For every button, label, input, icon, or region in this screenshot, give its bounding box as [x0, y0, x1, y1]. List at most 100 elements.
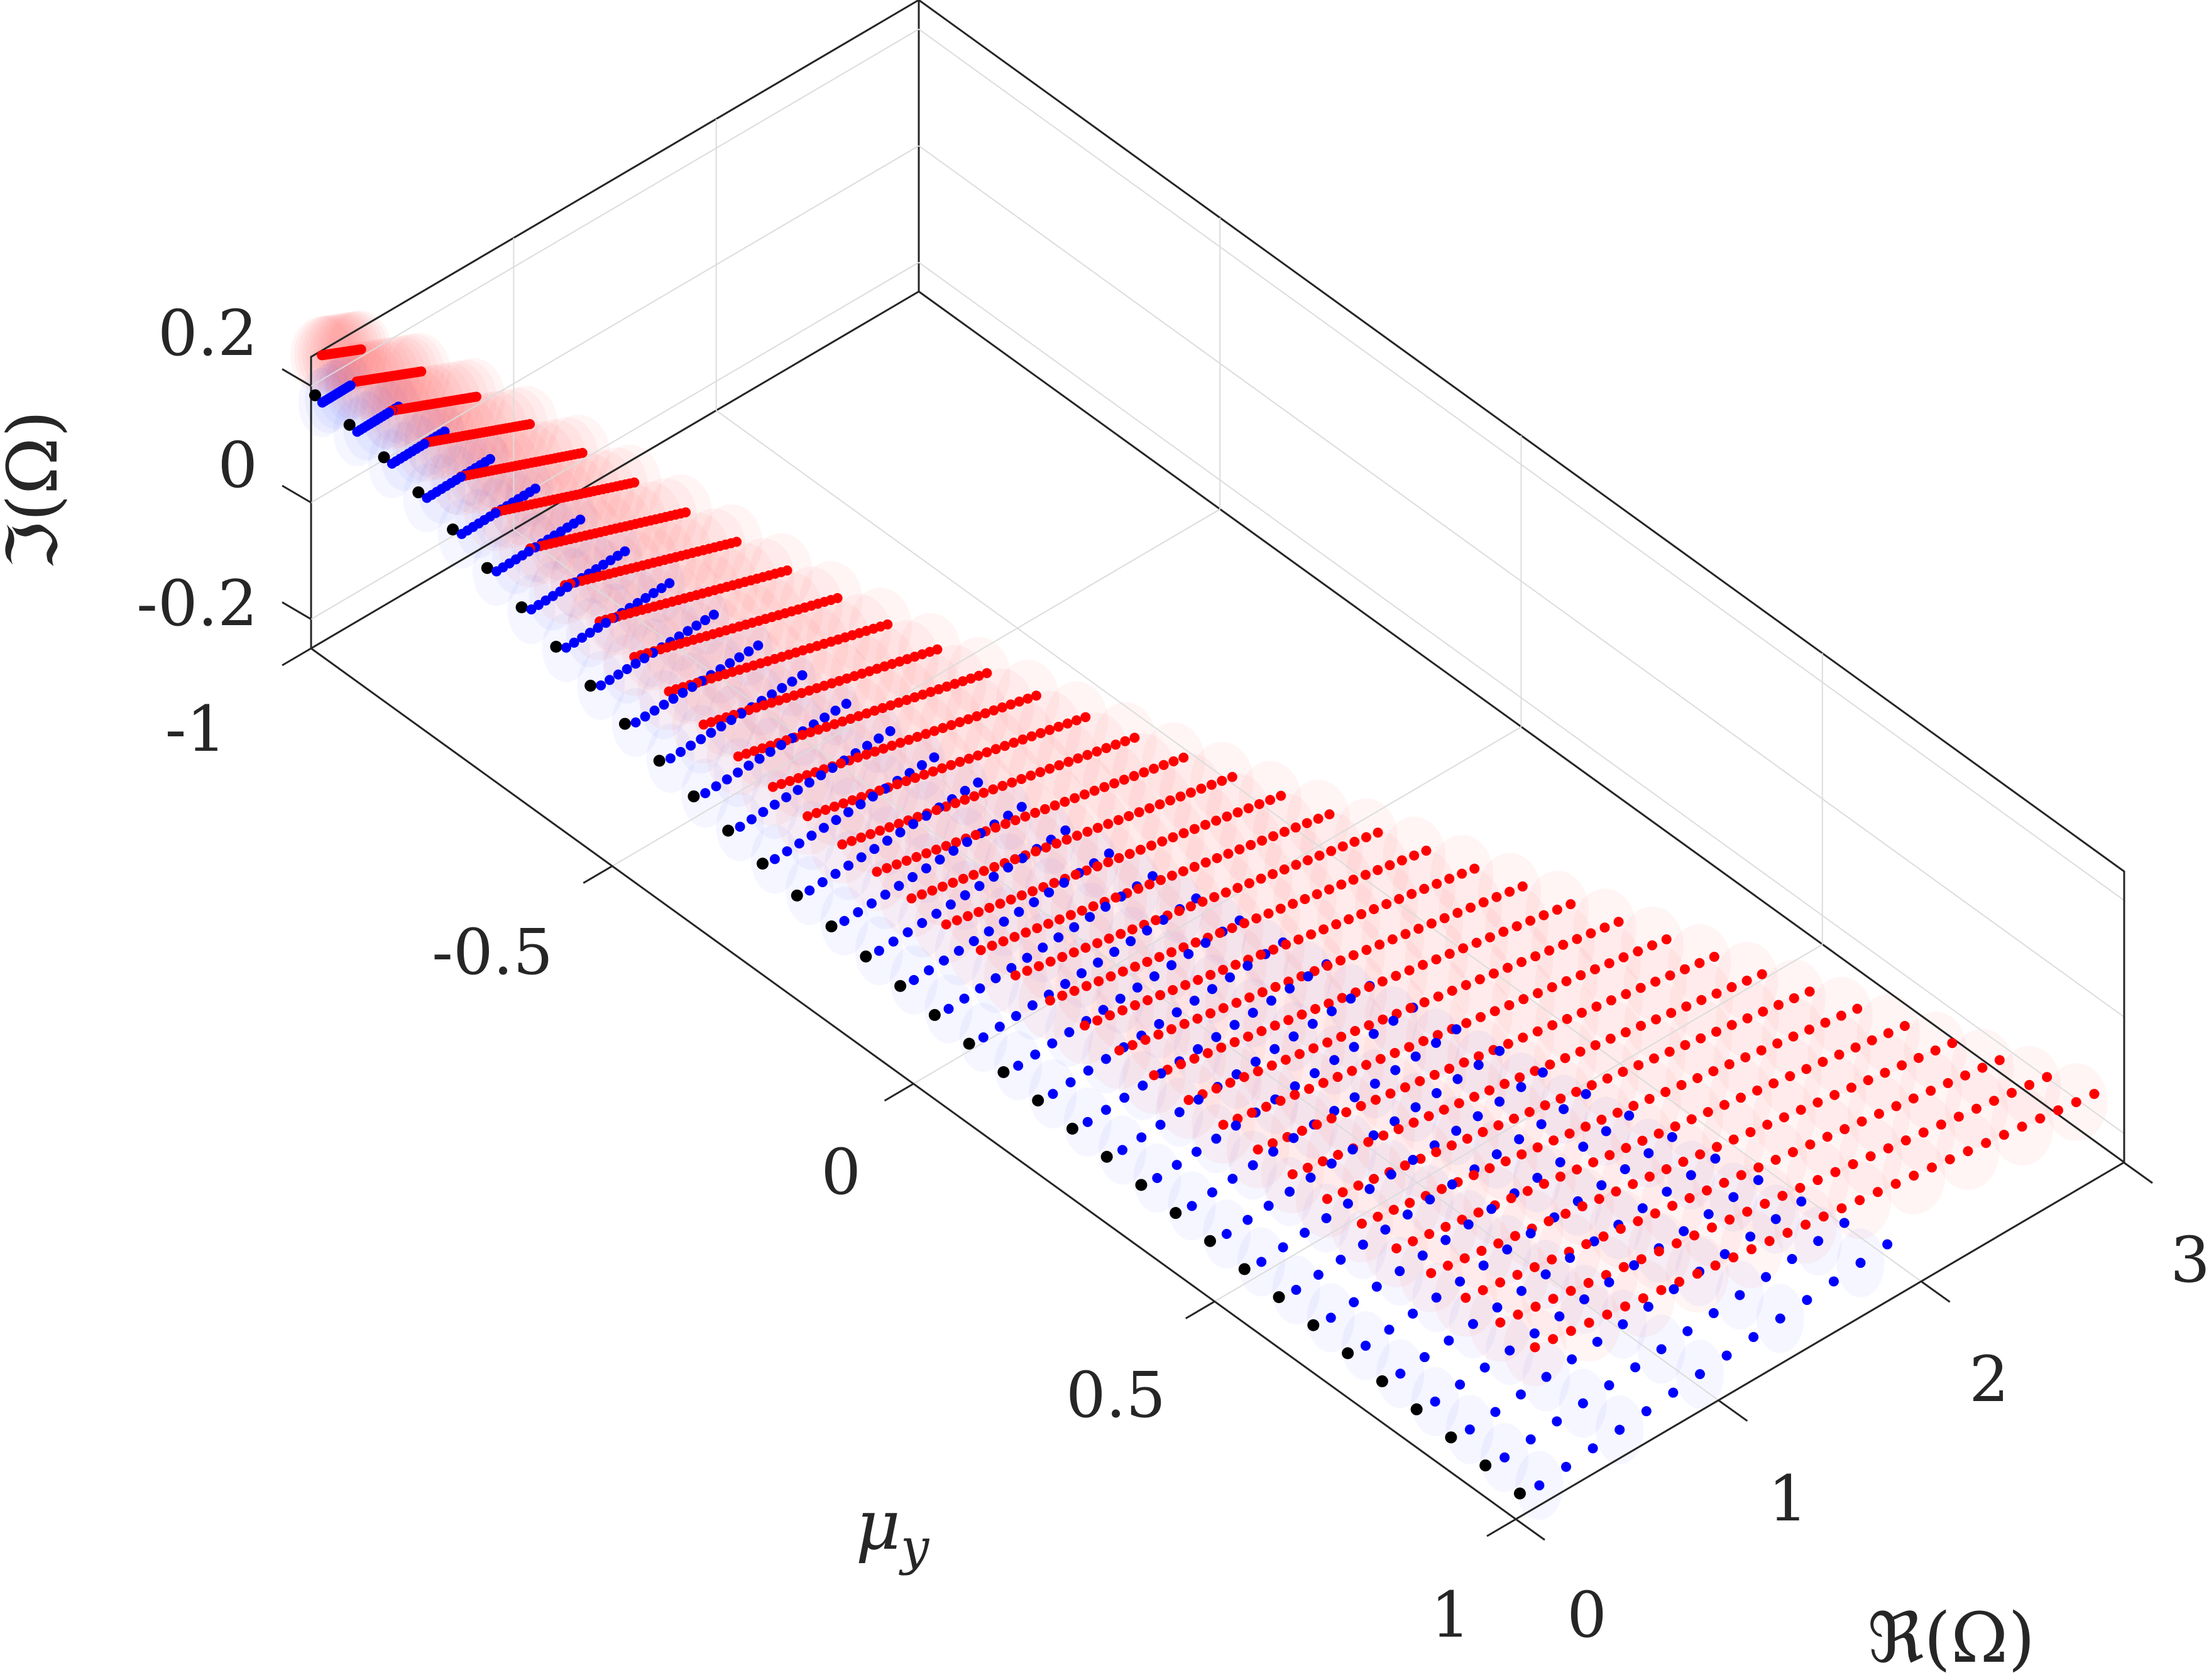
data-point — [1930, 1045, 1941, 1056]
data-point — [1390, 1047, 1400, 1058]
data-point — [1529, 1262, 1540, 1272]
data-point — [1070, 793, 1080, 804]
data-point — [1243, 1031, 1254, 1042]
data-point — [1855, 1195, 1865, 1206]
data-point — [1805, 1139, 1816, 1150]
data-point — [791, 889, 803, 902]
data-point — [1777, 1191, 1788, 1201]
data-point — [1126, 936, 1136, 947]
data-point — [1143, 995, 1153, 1005]
data-point — [1463, 1219, 1474, 1230]
data-point — [1576, 1007, 1587, 1018]
left-base-edge — [310, 290, 919, 650]
data-point — [1926, 1086, 1936, 1096]
data-point — [725, 658, 735, 668]
data-point — [1310, 1003, 1320, 1014]
data-point — [1380, 1225, 1391, 1235]
data-point — [1135, 1179, 1148, 1191]
data-point — [1190, 937, 1201, 948]
data-point — [1897, 1060, 1907, 1071]
data-point — [1127, 1040, 1137, 1050]
data-point — [1571, 1086, 1582, 1097]
data-point — [1707, 1222, 1718, 1233]
data-point — [1641, 1406, 1652, 1417]
data-point — [1474, 974, 1485, 985]
data-point — [1424, 1229, 1435, 1240]
data-point — [1629, 1260, 1640, 1270]
data-point — [1444, 1063, 1455, 1074]
data-point — [706, 728, 716, 738]
data-point — [830, 706, 841, 716]
data-point — [973, 777, 984, 788]
data-point — [1353, 1181, 1364, 1191]
data-point — [1787, 1253, 1797, 1264]
data-point — [1119, 775, 1129, 785]
data-point — [1561, 1461, 1572, 1472]
mu-tick-label: 0.5 — [1066, 1358, 1166, 1432]
data-point — [1598, 1231, 1609, 1242]
data-point — [1638, 1293, 1648, 1304]
data-point — [933, 684, 944, 695]
data-point — [901, 695, 912, 706]
data-point — [1322, 1037, 1333, 1048]
data-point — [1604, 1150, 1615, 1160]
data-point — [1109, 778, 1120, 788]
data-point — [1212, 853, 1222, 863]
data-point — [1022, 693, 1033, 704]
data-point — [1144, 879, 1155, 890]
data-point — [1679, 1226, 1689, 1236]
data-point — [1489, 1006, 1500, 1017]
data-point — [1667, 1132, 1677, 1142]
data-point — [1100, 1105, 1111, 1115]
data-point — [659, 699, 669, 710]
data-point — [904, 734, 914, 745]
data-point — [1117, 1005, 1128, 1016]
data-point — [990, 744, 1001, 755]
data-point — [1227, 923, 1237, 934]
data-point — [1394, 893, 1405, 904]
data-point — [1100, 1054, 1111, 1064]
data-point — [1495, 1277, 1506, 1288]
data-point — [540, 595, 551, 606]
data-point — [612, 550, 623, 561]
data-point — [1278, 1242, 1288, 1253]
data-point — [1471, 937, 1482, 948]
data-point — [1227, 772, 1237, 782]
data-point — [1433, 991, 1444, 1002]
data-point — [547, 591, 558, 601]
data-point — [640, 592, 651, 603]
data-point — [1017, 853, 1028, 864]
data-point — [1309, 1068, 1320, 1079]
data-point — [1565, 1285, 1576, 1296]
data-point — [1410, 1102, 1421, 1113]
data-point — [1486, 1204, 1497, 1214]
data-point — [1060, 979, 1070, 990]
data-point — [1890, 1179, 1901, 1189]
data-point — [1222, 811, 1232, 822]
data-point — [1589, 1236, 1599, 1246]
data-point — [865, 829, 876, 839]
data-point — [767, 689, 777, 700]
data-point — [1239, 918, 1249, 929]
data-point — [1066, 1122, 1078, 1135]
data-point — [1069, 986, 1080, 996]
data-point — [716, 721, 726, 732]
data-point — [1348, 950, 1359, 961]
data-point — [412, 486, 425, 499]
data-point — [1168, 756, 1179, 766]
data-point — [1513, 1487, 1526, 1500]
data-point — [1671, 1238, 1682, 1248]
data-point — [1132, 982, 1143, 993]
data-point — [998, 936, 1009, 947]
data-point — [1225, 972, 1236, 983]
data-point — [874, 733, 884, 744]
data-point — [1594, 1194, 1604, 1204]
data-point — [1247, 1160, 1258, 1170]
data-point — [1908, 1093, 1919, 1104]
data-point — [491, 566, 502, 577]
data-point — [1540, 1269, 1551, 1280]
data-point — [1368, 1028, 1379, 1039]
data-point — [1031, 846, 1041, 857]
data-point — [1266, 995, 1276, 1006]
data-point — [1581, 1239, 1592, 1250]
